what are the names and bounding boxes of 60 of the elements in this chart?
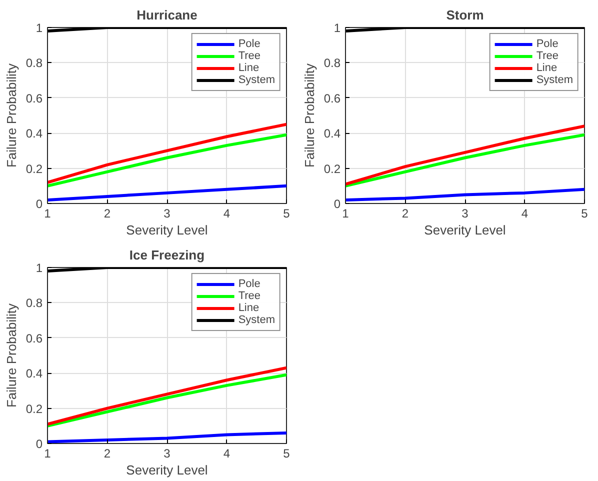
y-tick-label: 0.8: [26, 56, 43, 70]
x-tick-label: 5: [283, 446, 290, 460]
y-tick-label: 0.4: [26, 366, 43, 381]
y-tick-label: 0.2: [26, 162, 43, 176]
y-tick-label: 0.6: [324, 91, 341, 106]
x-tick-label: 3: [462, 206, 469, 220]
legend-label: Tree: [238, 290, 261, 302]
x-tick-label: 3: [164, 206, 171, 220]
legend-label: System: [238, 314, 275, 326]
y-tick-label: 0.4: [324, 126, 341, 141]
y-tick-label: 1: [36, 21, 43, 35]
y-tick-label: 0: [36, 197, 43, 211]
y-axis-title: Failure Probability: [4, 302, 19, 408]
x-tick-label: 1: [44, 206, 52, 220]
x-tick-label: 3: [164, 446, 171, 460]
line-series: [346, 188, 584, 202]
chart-title: Ice Freezing: [129, 248, 205, 262]
x-tick-label: 1: [342, 206, 350, 220]
x-axis-title: Severity Level: [424, 222, 506, 238]
legend-label: Pole: [238, 38, 260, 50]
legend-label: Line: [536, 62, 558, 74]
legend-label: Line: [238, 302, 260, 314]
y-axis-title: Failure Probability: [302, 62, 317, 168]
x-tick-label: 5: [581, 206, 588, 220]
y-tick-label: 1: [334, 21, 341, 35]
x-tick-label: 4: [223, 206, 230, 220]
x-tick-label: 4: [521, 206, 528, 220]
legend-label: Tree: [238, 50, 261, 62]
x-tick-label: 4: [223, 446, 230, 460]
legend-label: Pole: [536, 38, 558, 50]
y-tick-label: 0: [334, 197, 341, 211]
legend-label: System: [536, 74, 573, 86]
x-tick-label: 2: [104, 446, 111, 460]
chart-title: Storm: [446, 8, 484, 22]
y-tick-label: 0: [36, 437, 43, 451]
y-tick-label: 0.6: [26, 91, 43, 106]
y-tick-label: 0.8: [324, 56, 341, 70]
y-tick-label: 0.2: [26, 402, 43, 416]
y-axis-title: Failure Probability: [4, 62, 19, 168]
legend-label: System: [238, 74, 275, 86]
chart-title: Hurricane: [136, 8, 198, 22]
line-series: [48, 184, 286, 202]
line-series: [48, 122, 286, 184]
legend-label: Line: [238, 62, 260, 74]
legend-label: Tree: [536, 50, 559, 62]
x-axis-title: Severity Level: [126, 462, 208, 478]
line-series: [346, 124, 584, 186]
x-tick-label: 5: [283, 206, 290, 220]
line-series: [346, 133, 584, 188]
x-tick-label: 2: [402, 206, 409, 220]
line-series: [48, 133, 286, 188]
x-tick-label: 1: [44, 446, 52, 460]
y-tick-label: 1: [36, 261, 43, 275]
y-tick-label: 0.6: [26, 331, 43, 346]
y-tick-label: 0.8: [26, 296, 43, 310]
legend-label: Pole: [238, 278, 260, 290]
y-tick-label: 0.4: [26, 126, 43, 141]
x-tick-label: 2: [104, 206, 111, 220]
x-axis-title: Severity Level: [126, 222, 208, 238]
y-tick-label: 0.2: [324, 162, 341, 176]
